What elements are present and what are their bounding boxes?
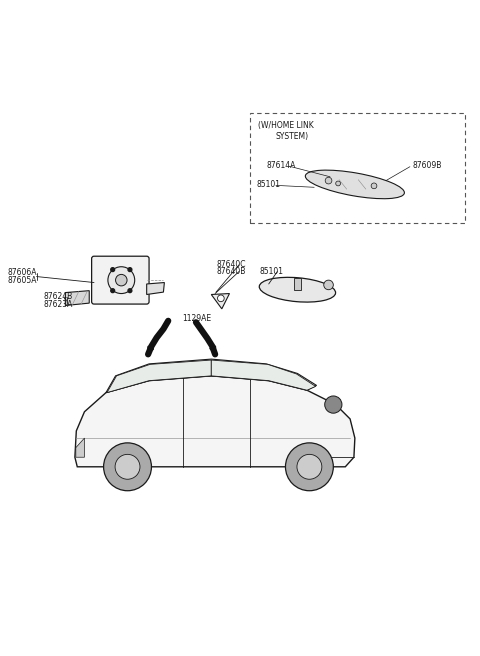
- Text: (W/HOME LINK: (W/HOME LINK: [258, 121, 314, 131]
- Circle shape: [104, 443, 152, 491]
- Text: 87640B: 87640B: [216, 267, 245, 276]
- Polygon shape: [107, 360, 211, 392]
- Text: 85101: 85101: [257, 180, 281, 189]
- Text: 87624B: 87624B: [44, 293, 73, 301]
- Circle shape: [217, 295, 224, 302]
- Circle shape: [371, 183, 377, 189]
- Ellipse shape: [305, 170, 404, 199]
- Circle shape: [115, 455, 140, 480]
- Circle shape: [116, 274, 127, 286]
- Polygon shape: [65, 291, 89, 306]
- Text: 87614A: 87614A: [266, 161, 296, 170]
- Circle shape: [111, 289, 115, 293]
- Text: 87609B: 87609B: [412, 161, 442, 170]
- Circle shape: [325, 177, 332, 184]
- Text: 87640C: 87640C: [216, 260, 246, 270]
- Text: 85101: 85101: [259, 267, 283, 276]
- Text: 87605A: 87605A: [8, 276, 37, 285]
- Polygon shape: [211, 293, 229, 309]
- Circle shape: [128, 268, 132, 272]
- Circle shape: [111, 268, 115, 272]
- Circle shape: [286, 443, 333, 491]
- Circle shape: [324, 396, 342, 413]
- Bar: [250, 113, 465, 222]
- Circle shape: [324, 280, 333, 290]
- Circle shape: [108, 267, 135, 293]
- Polygon shape: [76, 438, 84, 457]
- Polygon shape: [147, 283, 164, 295]
- Text: 1129AE: 1129AE: [182, 314, 212, 323]
- Text: 87606A: 87606A: [8, 268, 37, 277]
- FancyBboxPatch shape: [294, 277, 301, 290]
- Text: 87623A: 87623A: [44, 300, 73, 308]
- Polygon shape: [75, 376, 355, 467]
- Circle shape: [336, 181, 340, 186]
- Polygon shape: [106, 359, 317, 392]
- FancyBboxPatch shape: [92, 256, 149, 304]
- Text: SYSTEM): SYSTEM): [276, 132, 309, 141]
- Circle shape: [128, 289, 132, 293]
- Polygon shape: [211, 360, 316, 390]
- Ellipse shape: [259, 277, 336, 302]
- Circle shape: [297, 455, 322, 480]
